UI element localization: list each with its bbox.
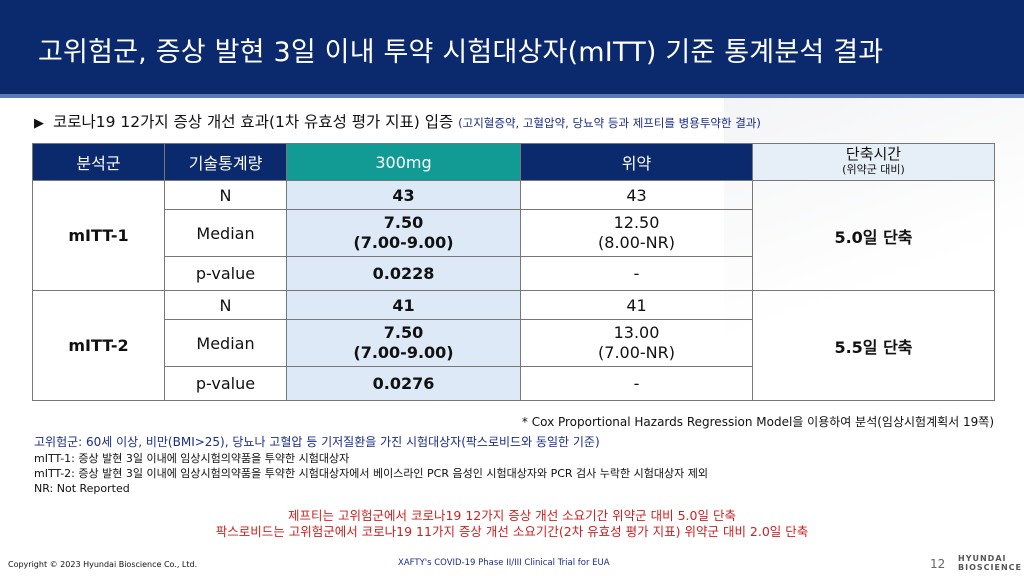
statistics-table: 분석군 기술통계량 300mg 위약 단축시간 (위약군 대비) mITT-1 … (32, 143, 995, 401)
drug-median: 7.50 (7.00-9.00) (286, 209, 521, 257)
slide-title: 고위험군, 증상 발현 3일 이내 투약 시험대상자(mITT) 기준 통계분석… (38, 37, 884, 68)
table-row: p-value 0.0276 - (33, 366, 995, 401)
header-placebo: 위약 (520, 143, 753, 181)
conclusion-line1: 제프티는 고위험군에서 코로나19 12가지 증상 개선 소요기간 위약군 대비… (288, 508, 736, 523)
table-header-row: 분석군 기술통계량 300mg 위약 단축시간 (위약군 대비) (32, 143, 995, 181)
table-row: Median 7.50 (7.00-9.00) 12.50 (8.00-NR) (33, 209, 995, 257)
placebo-median: 12.50 (8.00-NR) (520, 209, 753, 257)
drug-median-value: 7.50 (383, 213, 424, 232)
stat-label: Median (164, 319, 287, 367)
company-logo: HYUNDAI BIOSCIENCE (958, 554, 1022, 572)
placebo-median-value: 13.00 (613, 323, 660, 342)
placebo-median-range: (7.00-NR) (598, 343, 675, 362)
header-reduction-label: 단축시간 (845, 145, 902, 163)
reduction-value: 5.5일 단축 (752, 290, 995, 401)
stat-label: N (164, 180, 287, 210)
group-name: mITT-2 (32, 290, 165, 401)
table-row: mITT-2 N 41 41 5.5일 단축 (32, 290, 995, 401)
subtitle: ▶ 코로나19 12가지 증상 개선 효과(1차 유효성 평가 지표) 입증 (… (34, 110, 761, 132)
note-mitt1: mITT-1: 증상 발현 3일 이내에 임상시험의약품을 투약한 시험대상자 (34, 452, 350, 465)
header-reduction-sub: (위약군 대비) (842, 163, 905, 176)
conclusion-line2: 팍스로비드는 고위험군에서 코로나19 11가지 증상 개선 소요기간(2차 유… (215, 524, 809, 539)
drug-value: 43 (286, 180, 521, 210)
placebo-median-range: (8.00-NR) (598, 233, 675, 252)
note-high-risk: 고위험군: 60세 이상, 비만(BMI>25), 당뇨나 고혈압 등 기저질환… (34, 435, 600, 449)
page-number: 12 (930, 557, 946, 571)
table-row: p-value 0.0228 - (33, 256, 995, 291)
drug-pvalue: 0.0228 (286, 256, 521, 291)
stat-label: Median (164, 209, 287, 257)
placebo-pvalue: - (520, 256, 753, 291)
logo-line1: HYUNDAI (958, 554, 1007, 563)
note-mitt2: mITT-2: 증상 발현 3일 이내에 임상시험의약품을 투약한 시험대상자에… (34, 467, 708, 480)
placebo-pvalue: - (520, 366, 753, 401)
logo-line2: BIOSCIENCE (958, 563, 1022, 572)
drug-median: 7.50 (7.00-9.00) (286, 319, 521, 367)
note-nr: NR: Not Reported (34, 482, 130, 495)
placebo-median-value: 12.50 (613, 213, 660, 232)
table-row: Median 7.50 (7.00-9.00) 13.00 (7.00-NR) (33, 319, 995, 367)
drug-median-value: 7.50 (383, 323, 424, 342)
subtitle-main: 코로나19 12가지 증상 개선 효과(1차 유효성 평가 지표) 입증 (52, 113, 454, 131)
drug-median-range: (7.00-9.00) (353, 343, 454, 362)
bullet-triangle-icon: ▶ (34, 116, 44, 131)
stat-label: N (164, 290, 287, 320)
header-300mg: 300mg (286, 143, 521, 181)
drug-pvalue: 0.0276 (286, 366, 521, 401)
trial-name: XAFTY's COVID-19 Phase II/III Clinical T… (398, 558, 610, 568)
placebo-value: 41 (520, 290, 753, 320)
reduction-value: 5.0일 단축 (752, 180, 995, 291)
subtitle-note: (고지혈증약, 고혈압약, 당뇨약 등과 제프티를 병용투약한 결과) (458, 116, 761, 130)
table-row: mITT-1 N 43 43 5.0일 단축 (32, 180, 995, 291)
copyright: Copyright © 2023 Hyundai Bioscience Co.,… (8, 560, 198, 569)
notes-block: 고위험군: 60세 이상, 비만(BMI>25), 당뇨나 고혈압 등 기저질환… (34, 433, 708, 496)
slide-header: 고위험군, 증상 발현 3일 이내 투약 시험대상자(mITT) 기준 통계분석… (0, 0, 1024, 98)
group-name: mITT-1 (32, 180, 165, 291)
drug-value: 41 (286, 290, 521, 320)
header-group: 분석군 (32, 143, 165, 181)
header-underline (0, 94, 1024, 98)
placebo-median: 13.00 (7.00-NR) (520, 319, 753, 367)
header-reduction: 단축시간 (위약군 대비) (752, 143, 995, 181)
conclusion-block: 제프티는 고위험군에서 코로나19 12가지 증상 개선 소요기간 위약군 대비… (0, 508, 1024, 540)
stat-label: p-value (164, 366, 287, 401)
stat-label: p-value (164, 256, 287, 291)
placebo-value: 43 (520, 180, 753, 210)
drug-median-range: (7.00-9.00) (353, 233, 454, 252)
header-stat: 기술통계량 (164, 143, 287, 181)
analysis-footnote: * Cox Proportional Hazards Regression Mo… (521, 415, 994, 429)
